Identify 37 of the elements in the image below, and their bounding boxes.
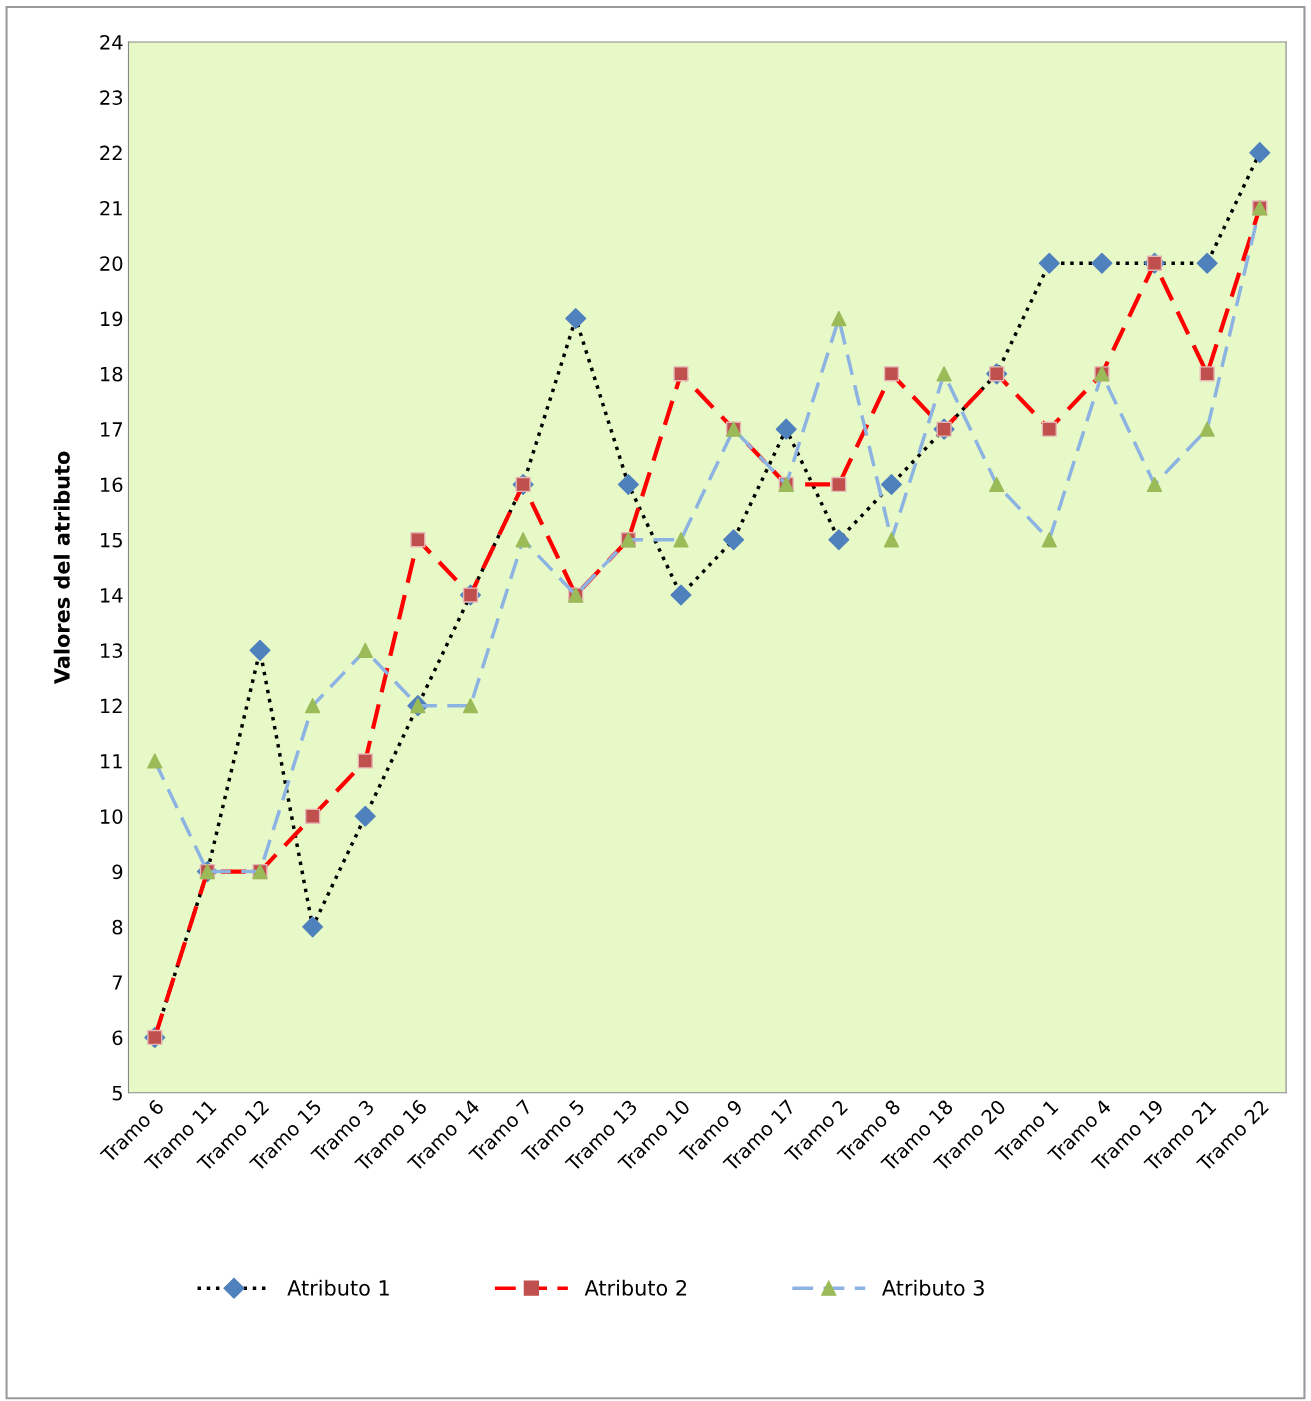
y-tick-label: 11 (101, 754, 122, 769)
y-tick-label: 22 (100, 145, 122, 161)
point (147, 753, 163, 769)
y-tick-label: 21 (100, 200, 122, 216)
point (1199, 421, 1215, 437)
legend-label: Atributo 1 (287, 1279, 389, 1296)
point (305, 698, 321, 714)
y-tick-label: 12 (101, 698, 122, 714)
point (673, 532, 689, 548)
y-tick-label: 7 (112, 975, 122, 990)
y-tick-label: 20 (100, 256, 123, 271)
y-tick-label: 13 (101, 643, 123, 659)
point (989, 476, 1005, 493)
point (462, 698, 479, 714)
y-tick-label: 5 (112, 1085, 122, 1101)
legend-label: Atributo 2 (584, 1279, 687, 1296)
y-tick-label: 23 (100, 90, 123, 105)
y-tick-label: 16 (101, 477, 123, 493)
y-axis-title: Valores del atributo (53, 451, 70, 685)
point (883, 532, 900, 548)
y-tick-label: 10 (101, 809, 123, 824)
point (1041, 532, 1057, 548)
y-tick-label: 18 (101, 366, 123, 382)
point (515, 532, 531, 548)
point (1146, 476, 1163, 493)
point (357, 642, 373, 658)
point (936, 366, 952, 382)
point (831, 310, 847, 327)
y-tick-label: 14 (101, 588, 123, 603)
legend-label: Atributo 3 (882, 1279, 984, 1296)
y-tick-label: 19 (101, 311, 123, 327)
y-tick-label: 6 (112, 1030, 123, 1046)
y-tick-label: 15 (101, 532, 122, 548)
y-tick-label: 9 (112, 864, 123, 880)
y-tick-label: 8 (112, 919, 123, 935)
y-tick-label: 17 (101, 422, 122, 437)
y-tick-label: 24 (100, 34, 123, 50)
